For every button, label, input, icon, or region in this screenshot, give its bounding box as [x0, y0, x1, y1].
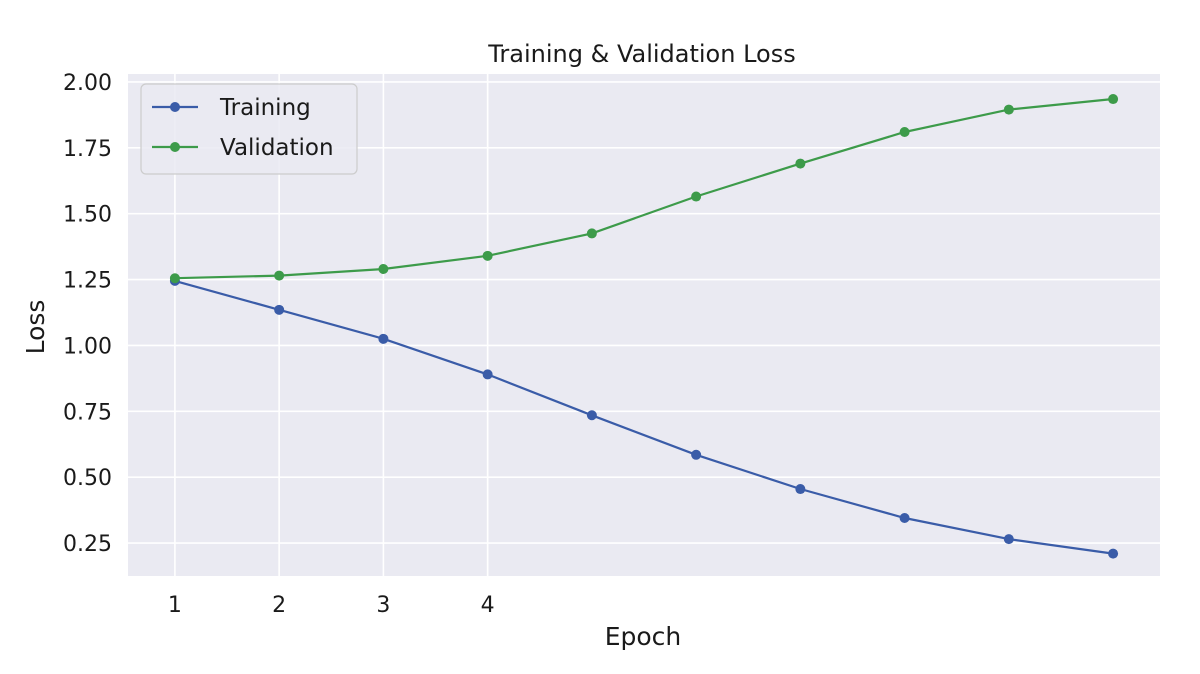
data-point-validation — [1108, 94, 1119, 105]
data-point-training — [1108, 548, 1119, 559]
data-point-validation — [795, 158, 806, 169]
data-point-training — [899, 513, 910, 524]
data-point-validation — [1003, 104, 1014, 115]
x-tick-label: 1 — [168, 593, 182, 618]
tick-labels: 0.25 0.50 0.75 1.00 1.25 1.50 1.75 2.00 1 2 3 4 — [63, 71, 495, 618]
y-tick-label: 1.75 — [63, 137, 112, 162]
series-line-training — [174, 279, 1114, 555]
data-point-training — [482, 369, 493, 380]
x-tick-label: 3 — [376, 593, 390, 618]
y-tick-label: 1.50 — [63, 203, 112, 228]
series-line-validation — [174, 97, 1114, 280]
legend-marker-training — [170, 102, 180, 112]
data-point-training — [1003, 534, 1014, 545]
x-tick-label: 4 — [481, 593, 495, 618]
legend-label-training: Training — [219, 95, 311, 121]
legend-label-validation: Validation — [220, 135, 334, 161]
data-point-validation — [482, 250, 493, 261]
chart-title: Training & Validation Loss — [487, 40, 795, 68]
data-point-validation — [691, 191, 702, 202]
data-point-validation — [274, 270, 285, 281]
y-tick-label: 2.00 — [63, 71, 112, 96]
data-point-training — [691, 449, 702, 460]
y-tick-label: 0.75 — [63, 400, 112, 425]
x-axis-label: Epoch — [605, 622, 682, 651]
y-tick-label: 1.00 — [63, 334, 112, 359]
legend-marker-validation — [170, 142, 180, 152]
data-point-validation — [169, 273, 180, 284]
data-point-training — [795, 484, 806, 495]
series-layer — [169, 94, 1119, 559]
data-point-training — [274, 304, 285, 315]
y-tick-label: 0.25 — [63, 532, 112, 557]
data-point-validation — [899, 126, 910, 137]
legend: Training Validation — [140, 83, 358, 175]
x-tick-label: 2 — [272, 593, 286, 618]
data-point-validation — [378, 264, 389, 275]
y-tick-label: 1.25 — [63, 269, 112, 294]
y-axis-label: Loss — [21, 300, 50, 355]
data-point-training — [586, 410, 597, 421]
y-tick-label: 0.50 — [63, 466, 112, 491]
data-point-validation — [586, 228, 597, 239]
data-point-training — [378, 333, 389, 344]
